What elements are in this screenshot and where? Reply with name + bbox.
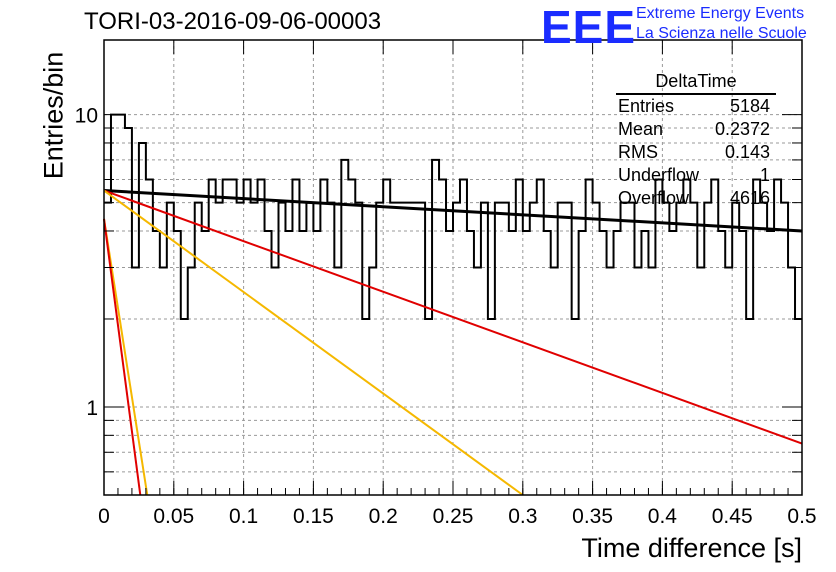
stats-key: Mean [618, 119, 664, 139]
x-tick-label: 0.3 [508, 505, 537, 528]
stats-value: 0.2372 [714, 119, 770, 139]
stats-value: 0.143 [724, 142, 770, 162]
fit-curve-2 [103, 189, 803, 445]
stats-box: DeltaTime Entries 5184 Mean 0.2372 RMS 0.14… [612, 70, 782, 210]
stats-row-mean: Mean 0.2372 [612, 118, 782, 141]
x-tick-label: 0.25 [433, 505, 474, 528]
x-tick-label: 0.05 [153, 505, 194, 528]
x-tick-label: 0 [98, 505, 110, 528]
fit-curve-4 [103, 218, 149, 496]
histogram-steps [104, 113, 802, 320]
stats-value: 1 [759, 165, 770, 185]
stats-key: Underflow [618, 165, 700, 185]
x-tick-label: 0.35 [572, 505, 613, 528]
x-tick-label: 0.1 [229, 505, 258, 528]
stats-value: 5184 [729, 96, 770, 116]
stats-row-entries: Entries 5184 [612, 95, 782, 118]
y-tick-label: 1 [86, 397, 98, 420]
eee-logo: EEE [541, 1, 637, 53]
x-tick-label: 0.4 [648, 505, 678, 528]
stats-value: 4616 [729, 188, 770, 208]
x-axis-label: Time difference [s] [581, 533, 802, 563]
stats-row-rms: RMS 0.143 [612, 141, 782, 164]
y-tick-label: 10 [75, 105, 98, 128]
stats-row-underflow: Underflow 1 [612, 164, 782, 187]
logo-caption: Extreme Energy Events La Scienza nelle S… [636, 4, 807, 44]
fit-curve-1 [103, 189, 803, 233]
stats-key: RMS [618, 142, 658, 162]
x-tick-label: 0.5 [787, 505, 816, 528]
stats-key: Overflow [618, 188, 690, 208]
fit-curve-5 [103, 218, 142, 496]
stats-title: DeltaTime [616, 70, 776, 95]
fit-curve-3 [103, 189, 524, 496]
logo-line-2: La Scienza nelle Scuole [636, 25, 807, 42]
y-axis-label: Entries/bin [38, 51, 69, 180]
x-tick-label: 0.15 [293, 505, 334, 528]
x-tick-label: 0.45 [712, 505, 753, 528]
x-tick-label: 0.2 [369, 505, 398, 528]
chart-title: TORI-03-2016-09-06-00003 [84, 8, 382, 35]
stats-row-overflow: Overflow 4616 [612, 187, 782, 210]
stats-key: Entries [618, 96, 675, 116]
logo-line-1: Extreme Energy Events [636, 5, 805, 22]
